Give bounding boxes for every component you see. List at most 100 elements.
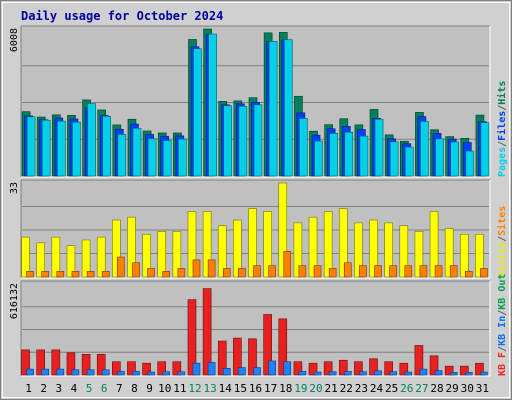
bar-kb-in: [101, 369, 110, 376]
x-tick-label: 31: [476, 382, 489, 395]
panel-legend: KB F/KB In/KB Out: [497, 274, 508, 376]
x-tick-label: 15: [234, 382, 247, 395]
bar-kb-in: [162, 371, 171, 376]
x-axis-labels: 1 2 3 4 5 6 7 8 9 10 11 12 13 14 15 16 17 18 19 20 21 22 23 24 2…: [25, 382, 489, 395]
bar-visits: [217, 225, 227, 278]
chart-panels: 6008Pages/Files/Hits33Visits/Sites616132…: [9, 25, 508, 377]
legend-entry: /: [497, 105, 508, 111]
bar-visits: [293, 222, 303, 278]
bar-visits: [187, 211, 197, 278]
bar-visits: [36, 242, 45, 278]
x-tick-label: 23: [355, 382, 368, 395]
panel-legend: Pages/Files/Hits: [496, 81, 508, 177]
bar-pages: [344, 131, 354, 177]
bar-visits: [112, 219, 121, 278]
bar-kb-f: [263, 314, 272, 376]
bar-kb-in: [177, 371, 186, 376]
bar-kb-f: [21, 349, 30, 376]
bar-kb-in: [389, 371, 397, 376]
bar-kb-in: [132, 371, 140, 376]
bar-visits: [51, 236, 61, 278]
chart-title: Daily usage for October 2024: [21, 9, 223, 23]
bar-sites: [480, 268, 488, 278]
bar-kb-in: [71, 369, 80, 376]
panel-max-label: 33: [9, 182, 20, 194]
legend-entry: /: [497, 310, 508, 316]
bar-visits: [429, 211, 439, 278]
bar-pages: [480, 122, 490, 177]
bar-sites: [389, 265, 397, 278]
bar-pages: [178, 138, 187, 177]
x-tick-label: 14: [219, 382, 233, 395]
x-tick-label: 20: [309, 382, 322, 395]
bar-kb-f: [308, 362, 318, 376]
bar-sites: [374, 265, 382, 278]
bar-sites: [298, 265, 307, 278]
bar-sites: [192, 259, 201, 278]
bar-pages: [268, 41, 278, 177]
bar-pages: [102, 115, 112, 177]
bar-pages: [465, 150, 475, 177]
bar-kb-f: [429, 355, 439, 376]
bar-sites: [207, 259, 216, 278]
legend-entry: KB F: [497, 352, 508, 376]
bar-sites: [359, 265, 367, 278]
bar-pages: [435, 138, 444, 177]
bar-visits: [172, 231, 182, 278]
x-tick-label: 5: [86, 382, 93, 395]
legend-entry: Sites: [496, 206, 508, 236]
legend-entry: /: [497, 141, 508, 147]
x-tick-label: 1: [25, 382, 32, 395]
bar-kb-f: [444, 365, 454, 376]
bar-kb-f: [172, 361, 182, 376]
bar-kb-in: [480, 371, 488, 376]
bar-pages: [404, 146, 414, 177]
bar-kb-in: [207, 362, 216, 376]
bar-pages: [41, 119, 51, 177]
bar-pages: [132, 127, 142, 177]
bar-kb-f: [217, 340, 227, 376]
bar-kb-f: [36, 349, 45, 376]
x-tick-label: 30: [461, 382, 474, 395]
x-tick-label: 18: [279, 382, 292, 395]
bar-visits: [248, 208, 257, 278]
bar-pages: [253, 104, 263, 177]
bar-pages: [117, 134, 127, 177]
bar-kb-f: [51, 349, 61, 376]
bar-pages: [389, 141, 399, 177]
x-tick-label: 11: [173, 382, 186, 395]
bar-sites: [41, 271, 49, 278]
panel-visits: 33 Visits/Sites: [9, 179, 508, 279]
bar-sites: [419, 265, 428, 278]
bar-sites: [238, 268, 246, 278]
bar-kb-f: [248, 338, 257, 376]
bar-visits: [399, 225, 409, 278]
bar-visits: [21, 236, 30, 278]
bar-kb-in: [268, 360, 276, 376]
bar-kb-f: [66, 352, 76, 376]
bar-pages: [329, 133, 338, 177]
bar-visits: [338, 208, 348, 278]
bar-kb-f: [127, 361, 136, 376]
x-tick-label: 9: [146, 382, 153, 395]
legend-entry: Files: [496, 111, 508, 141]
bar-sites: [101, 271, 110, 278]
bar-kb-f: [81, 354, 91, 376]
bar-visits: [66, 245, 76, 278]
bar-sites: [465, 271, 473, 278]
legend-entry: KB Out: [497, 274, 508, 310]
bar-pages: [299, 118, 308, 177]
bar-kb-in: [147, 371, 155, 376]
bar-sites: [147, 268, 155, 278]
bar-sites: [71, 271, 80, 278]
bar-kb-in: [253, 367, 261, 376]
bar-visits: [157, 231, 167, 278]
bar-pages: [223, 105, 233, 177]
bar-visits: [384, 222, 393, 278]
bar-kb-f: [354, 361, 363, 376]
bar-kb-in: [238, 367, 246, 376]
